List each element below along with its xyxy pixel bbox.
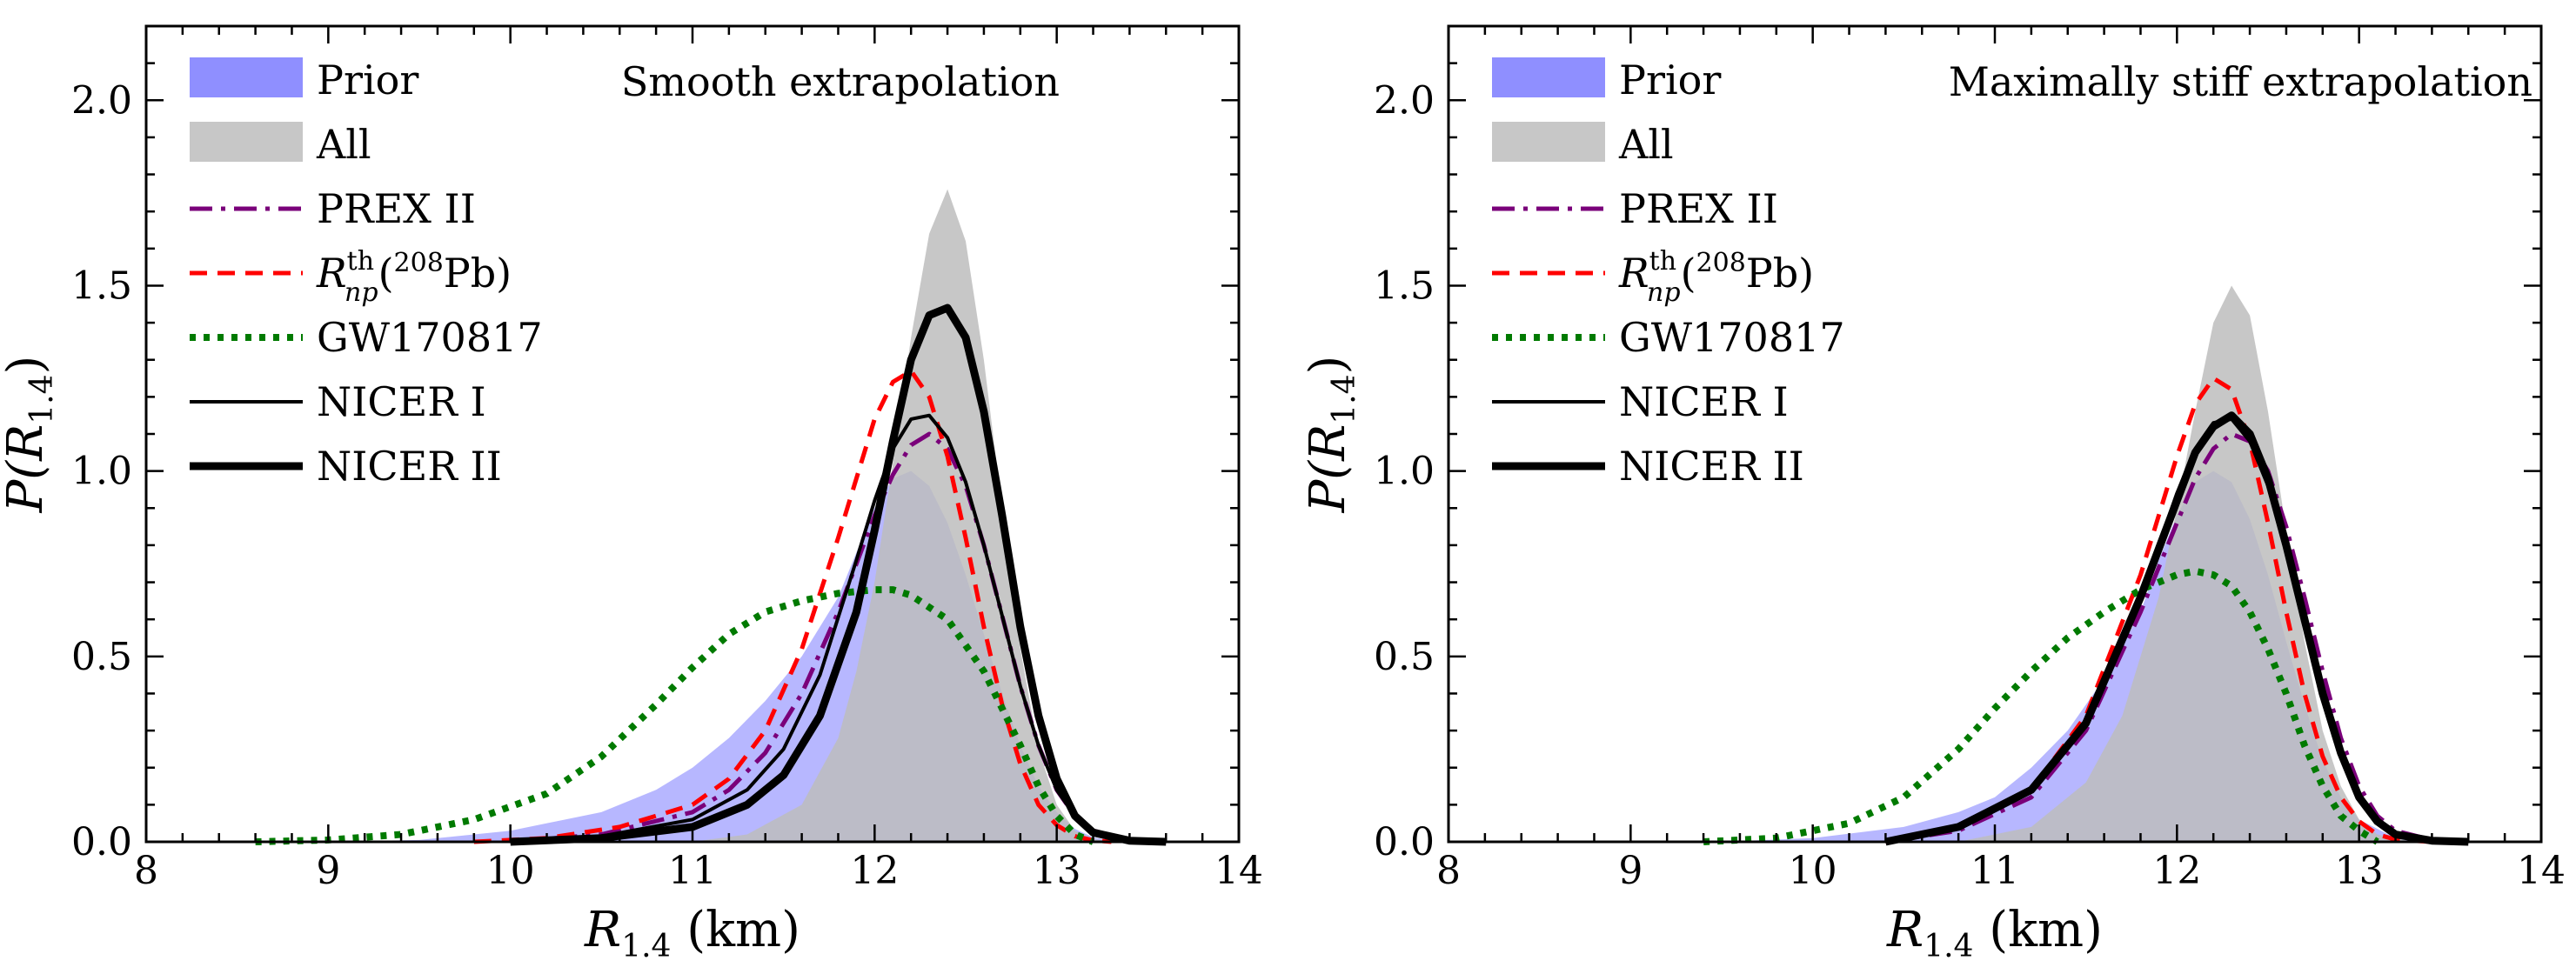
y-tick-label: 0.0 — [1374, 820, 1435, 864]
y-tick-label: 0.5 — [71, 635, 132, 679]
legend-label: PREX II — [1619, 185, 1778, 232]
x-tick-label: 8 — [1436, 849, 1461, 893]
legend-label: All — [316, 121, 371, 168]
y-axis-label: P(R1.4) — [1300, 356, 1362, 514]
x-tick-label: 13 — [1033, 849, 1081, 893]
x-tick-label: 8 — [134, 849, 158, 893]
area-all — [693, 189, 1112, 843]
x-tick-label: 12 — [2152, 849, 2201, 893]
line-gw — [1703, 567, 2379, 845]
legend-entry-prior: Prior — [1492, 57, 1721, 103]
x-tick-label: 14 — [1214, 849, 1263, 893]
y-tick-label: 0.5 — [1374, 635, 1435, 679]
legend-swatch — [190, 57, 303, 97]
legend-label: GW170817 — [1619, 314, 1845, 361]
x-tick-label: 10 — [1789, 849, 1837, 893]
y-tick-label: 0.0 — [71, 820, 132, 864]
x-tick-label: 13 — [2335, 849, 2384, 893]
legend-swatch — [1492, 57, 1605, 97]
legend-entry-gw: GW170817 — [190, 314, 543, 361]
line-n2 — [510, 304, 1167, 846]
chart-panel-1: 8 9 10 11 12 13 14 0.0 0.5 1.0 1.5 2.0 R1.4 (km) P(R1… — [0, 24, 1263, 964]
legend-entry-n1: NICER I — [190, 378, 486, 425]
y-tick-label: 1.5 — [1374, 264, 1435, 308]
y-tick-label: 2.0 — [1374, 78, 1435, 123]
y-tick-label: 1.0 — [1374, 450, 1435, 494]
panel-title: Maximally stiff extrapolation — [1949, 58, 2533, 105]
x-axis-label: R1.4 (km) — [584, 902, 800, 964]
x-tick-label: 12 — [850, 849, 899, 893]
chart-panel-2: 8 9 10 11 12 13 14 0.0 0.5 1.0 1.5 2.0 R1.4 (km) P(R1… — [1300, 24, 2566, 964]
legend-entry-all: All — [190, 121, 371, 168]
legend-label: Rth np(208Pb) — [1618, 246, 1814, 308]
legend-label: Prior — [1619, 57, 1721, 103]
legend-entry-gw: GW170817 — [1492, 314, 1845, 361]
panel-title: Smooth extrapolation — [621, 58, 1060, 105]
y-tick-label: 1.0 — [71, 450, 132, 494]
line-rnp — [473, 369, 1112, 844]
legend-entry-n2: NICER II — [1492, 443, 1804, 490]
area-all — [1958, 285, 2414, 842]
legend-label: NICER I — [1619, 378, 1789, 425]
legend-swatch — [1492, 122, 1605, 162]
legend-entry-all: All — [1492, 121, 1674, 168]
x-tick-label: 11 — [668, 849, 717, 893]
x-tick-label: 11 — [1970, 849, 2019, 893]
x-tick-label: 9 — [316, 849, 340, 893]
legend-entry-prior: Prior — [190, 57, 418, 103]
legend-label: Rth np(208Pb) — [316, 246, 512, 308]
y-tick-label: 1.5 — [71, 264, 132, 308]
plot-frame — [144, 24, 1241, 844]
line-n2 — [1884, 411, 2469, 846]
legend-label: GW170817 — [317, 314, 543, 361]
legend: Prior All PREX II Rth np(208Pb) GW170817 NICER… — [190, 57, 543, 490]
legend-label: All — [1618, 121, 1674, 168]
legend-entry-prex: PREX II — [190, 185, 476, 232]
legend-label: NICER I — [317, 378, 486, 425]
legend-label: NICER II — [1619, 443, 1804, 490]
x-axis-label: R1.4 (km) — [1886, 902, 2103, 964]
plot-area — [255, 189, 1167, 846]
legend: Prior All PREX II Rth np(208Pb) GW170817 NICER… — [1492, 57, 1845, 490]
x-tick-label: 9 — [1618, 849, 1643, 893]
legend-label: NICER II — [317, 443, 502, 490]
plot-frame — [1447, 24, 2543, 844]
legend-label: Prior — [317, 57, 418, 103]
legend-entry-n2: NICER II — [190, 443, 502, 490]
x-tick-label: 10 — [486, 849, 535, 893]
y-tick-label: 2.0 — [71, 78, 132, 123]
legend-entry-n1: NICER I — [1492, 378, 1789, 425]
legend-entry-rnp: Rth np(208Pb) — [1492, 246, 1814, 308]
legend-entry-prex: PREX II — [1492, 185, 1778, 232]
x-tick-label: 14 — [2517, 849, 2566, 893]
y-axis-label: P(R1.4) — [0, 356, 60, 514]
legend-label: PREX II — [317, 185, 476, 232]
legend-entry-rnp: Rth np(208Pb) — [190, 246, 512, 308]
plot-area — [1703, 285, 2469, 846]
legend-swatch — [190, 122, 303, 162]
